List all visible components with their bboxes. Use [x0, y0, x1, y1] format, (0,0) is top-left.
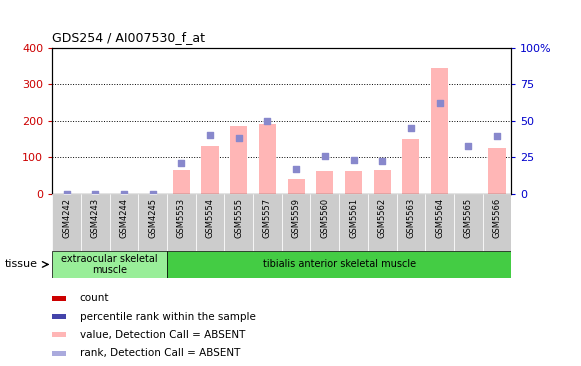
Point: [263, 118, 272, 124]
Bar: [488, 148, 505, 194]
Bar: [259, 124, 276, 194]
Text: value, Detection Call = ABSENT: value, Detection Call = ABSENT: [80, 330, 245, 340]
Text: GSM5557: GSM5557: [263, 198, 272, 238]
Bar: [224, 194, 253, 251]
Point: [406, 125, 415, 131]
Bar: [167, 194, 196, 251]
Bar: [316, 171, 333, 194]
Text: GSM4244: GSM4244: [120, 198, 128, 238]
Bar: [425, 194, 454, 251]
Bar: [110, 194, 138, 251]
Text: GSM4242: GSM4242: [62, 198, 71, 238]
Point: [234, 135, 243, 141]
Text: tibialis anterior skeletal muscle: tibialis anterior skeletal muscle: [263, 259, 416, 269]
Point: [435, 100, 444, 106]
Text: GSM5562: GSM5562: [378, 198, 387, 238]
Text: GSM5553: GSM5553: [177, 198, 186, 238]
Point: [292, 166, 301, 172]
Point: [119, 191, 128, 197]
Bar: [483, 194, 511, 251]
Bar: [196, 194, 224, 251]
Bar: [374, 170, 391, 194]
Text: GSM5561: GSM5561: [349, 198, 358, 238]
Text: GSM5559: GSM5559: [292, 198, 300, 238]
Text: GSM5563: GSM5563: [406, 198, 415, 238]
Bar: [310, 194, 339, 251]
Bar: [397, 194, 425, 251]
Point: [492, 133, 501, 139]
Bar: [173, 170, 190, 194]
Point: [206, 132, 215, 138]
Bar: [202, 146, 218, 194]
Bar: [402, 139, 419, 194]
Bar: [52, 251, 167, 278]
Text: GDS254 / AI007530_f_at: GDS254 / AI007530_f_at: [52, 31, 205, 44]
Point: [349, 157, 358, 163]
Text: GSM5564: GSM5564: [435, 198, 444, 238]
Bar: [368, 194, 397, 251]
Point: [148, 191, 157, 197]
Point: [378, 158, 387, 164]
Text: tissue: tissue: [5, 259, 38, 269]
Text: GSM5565: GSM5565: [464, 198, 473, 238]
Bar: [282, 194, 310, 251]
Text: count: count: [80, 293, 109, 303]
Point: [320, 153, 329, 158]
Bar: [52, 351, 66, 356]
Bar: [52, 314, 66, 319]
Text: GSM4245: GSM4245: [148, 198, 157, 238]
Bar: [288, 179, 305, 194]
Text: GSM5554: GSM5554: [206, 198, 214, 238]
Bar: [253, 194, 282, 251]
Text: percentile rank within the sample: percentile rank within the sample: [80, 311, 256, 322]
Bar: [81, 194, 110, 251]
Bar: [431, 68, 448, 194]
Text: GSM5555: GSM5555: [234, 198, 243, 238]
Bar: [52, 194, 81, 251]
Point: [177, 160, 186, 166]
Bar: [454, 194, 483, 251]
Bar: [52, 332, 66, 337]
Text: extraocular skeletal
muscle: extraocular skeletal muscle: [62, 254, 158, 275]
Text: GSM5566: GSM5566: [493, 198, 501, 238]
Text: GSM4243: GSM4243: [91, 198, 100, 238]
Point: [62, 191, 71, 197]
Bar: [138, 194, 167, 251]
Bar: [230, 126, 248, 194]
Bar: [345, 171, 362, 194]
Text: GSM5560: GSM5560: [320, 198, 329, 238]
Bar: [167, 251, 511, 278]
Point: [91, 191, 100, 197]
Bar: [339, 194, 368, 251]
Bar: [52, 296, 66, 301]
Point: [464, 143, 473, 149]
Text: rank, Detection Call = ABSENT: rank, Detection Call = ABSENT: [80, 348, 240, 358]
